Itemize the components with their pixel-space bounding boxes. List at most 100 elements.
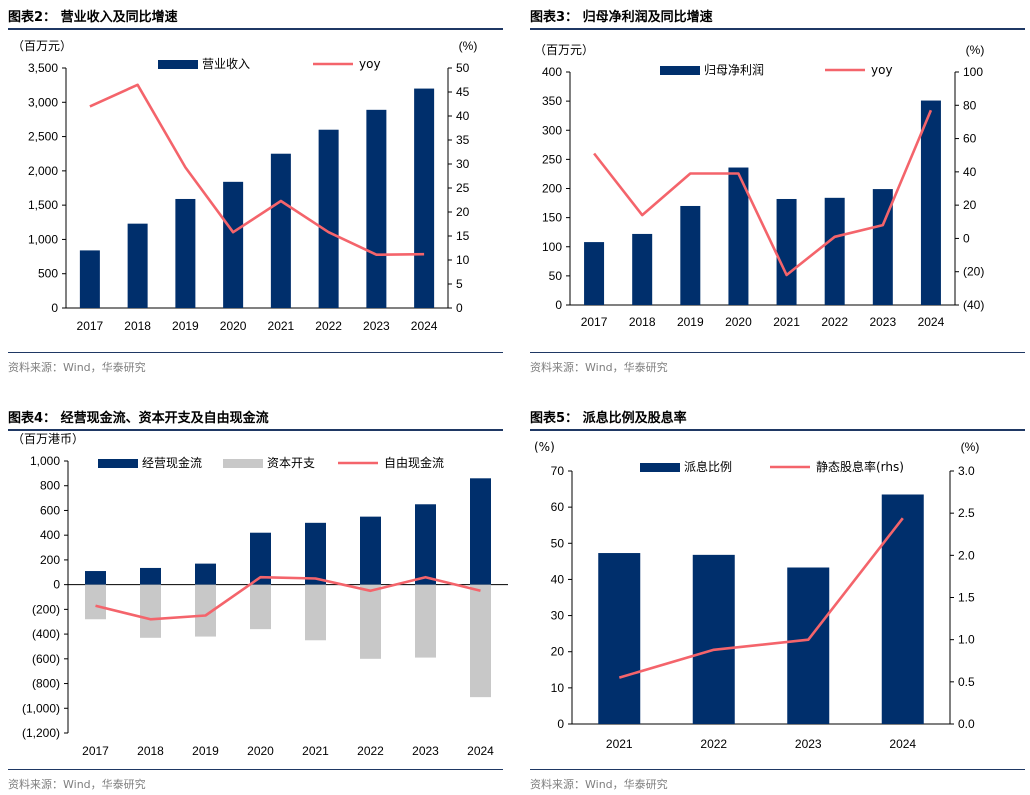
left-tick-label: 1,000 — [28, 232, 58, 246]
category-label: 2021 — [773, 315, 800, 329]
bar-资本开支-2022 — [360, 584, 381, 659]
left-tick-label: 1,500 — [28, 198, 58, 212]
left-unit-label: (%) — [534, 440, 555, 454]
bar-资本开支-2020 — [250, 584, 271, 630]
left-tick-label: 1,000 — [30, 454, 60, 468]
title-rule — [8, 429, 503, 431]
category-label: 2021 — [606, 737, 633, 751]
category-label: 2017 — [77, 319, 104, 333]
chart-panel-cash-flow: 图表4： 经营现金流、资本开支及自由现金流 (1,200) (1,000) (800… — [8, 403, 508, 795]
category-label: 2018 — [629, 315, 656, 329]
right-unit-label: (%) — [961, 440, 980, 454]
left-unit-label: （百万元） — [534, 43, 594, 57]
right-tick-label: 80 — [963, 98, 977, 112]
left-tick-label: 100 — [542, 240, 562, 254]
right-tick-label: (20) — [963, 265, 984, 279]
bar-营业收入-2023 — [366, 109, 387, 308]
category-label: 2018 — [124, 319, 151, 333]
bar-营业收入-2018 — [127, 223, 148, 308]
category-label: 2023 — [412, 744, 439, 758]
category-label: 2023 — [869, 315, 896, 329]
category-label: 2023 — [363, 319, 390, 333]
right-tick-label: 1.0 — [958, 633, 975, 647]
dividend-chart: 0 10 20 30 40 50 60 70 (%) 0.0 0.5 1.0 1.5 2.0 2.5 3.0 (… — [534, 440, 980, 751]
category-label: 2022 — [700, 737, 727, 751]
left-tick-label: (200) — [32, 602, 60, 616]
category-label: 2024 — [467, 744, 494, 758]
bar-归母净利润-2022 — [824, 197, 845, 305]
source-note: 资料来源：Wind，华泰研究 — [8, 361, 146, 374]
right-tick-label: 100 — [963, 65, 983, 79]
category-label: 2024 — [889, 737, 916, 751]
category-label: 2020 — [247, 744, 274, 758]
left-tick-label: 2,500 — [28, 130, 58, 144]
bar-派息比例-2022 — [692, 554, 735, 724]
left-tick-label: 200 — [40, 553, 60, 567]
right-tick-label: 2.0 — [958, 548, 975, 562]
left-tick-label: 3,000 — [28, 95, 58, 109]
left-tick-label: 200 — [542, 182, 562, 196]
legend-swatch-经营现金流 — [98, 459, 138, 468]
right-tick-label: 50 — [456, 61, 470, 75]
legend-swatch-营业收入 — [158, 60, 198, 69]
left-tick-label: (1,200) — [22, 726, 60, 740]
legend-label: 自由现金流 — [384, 455, 444, 470]
category-label: 2019 — [677, 315, 704, 329]
bar-归母净利润-2020 — [728, 167, 749, 305]
right-tick-label: 0 — [456, 301, 463, 315]
left-tick-label: 800 — [40, 479, 60, 493]
bar-归母净利润-2023 — [872, 189, 893, 305]
bar-资本开支-2019 — [195, 584, 216, 637]
right-tick-label: 5 — [456, 277, 463, 291]
right-tick-label: 40 — [963, 165, 977, 179]
left-tick-label: 500 — [38, 267, 58, 281]
left-tick-label: 300 — [542, 123, 562, 137]
left-tick-label: 50 — [551, 536, 565, 550]
bar-经营现金流-2023 — [415, 504, 436, 585]
line-自由现金流 — [95, 575, 481, 621]
chart-title: 图表4： 经营现金流、资本开支及自由现金流 — [8, 411, 269, 426]
bar-派息比例-2024 — [881, 494, 924, 724]
left-tick-label: 600 — [40, 503, 60, 517]
bar-资本开支-2024 — [470, 584, 491, 698]
bar-资本开支-2021 — [305, 584, 326, 641]
left-tick-label: 30 — [551, 609, 565, 623]
category-label: 2017 — [82, 744, 109, 758]
bar-经营现金流-2020 — [250, 532, 271, 585]
title-rule — [530, 429, 1025, 431]
legend-label: yoy — [359, 57, 381, 71]
chart-title: 图表2： 营业收入及同比增速 — [8, 10, 178, 25]
category-label: 2024 — [918, 315, 945, 329]
right-tick-label: 20 — [963, 198, 977, 212]
category-label: 2021 — [302, 744, 329, 758]
bar-经营现金流-2024 — [470, 478, 491, 585]
left-tick-label: (400) — [32, 627, 60, 641]
category-label: 2024 — [411, 319, 438, 333]
bar-派息比例-2023 — [787, 567, 830, 724]
right-tick-label: 0.0 — [958, 717, 975, 731]
bar-经营现金流-2019 — [195, 563, 216, 585]
category-label: 2022 — [357, 744, 384, 758]
legend-label: yoy — [871, 63, 893, 77]
title-rule — [530, 28, 1025, 30]
bar-营业收入-2022 — [318, 129, 339, 308]
line-yoy — [89, 83, 425, 256]
right-tick-label: 30 — [456, 157, 470, 171]
category-label: 2018 — [137, 744, 164, 758]
right-tick-label: 10 — [456, 253, 470, 267]
bar-营业收入-2020 — [223, 181, 244, 308]
bar-经营现金流-2017 — [85, 571, 106, 585]
right-tick-label: 60 — [963, 132, 977, 146]
category-label: 2022 — [315, 319, 342, 333]
left-unit-label: （百万元） — [12, 39, 72, 53]
right-unit-label: (%) — [966, 43, 985, 57]
left-tick-label: (800) — [32, 677, 60, 691]
bar-营业收入-2021 — [270, 153, 291, 308]
legend-swatch-派息比例 — [640, 463, 680, 472]
legend-label: 经营现金流 — [142, 455, 202, 470]
source-rule — [530, 352, 1025, 353]
right-tick-label: 35 — [456, 133, 470, 147]
bar-经营现金流-2022 — [360, 516, 381, 585]
bar-归母净利润-2017 — [584, 242, 605, 305]
left-tick-label: 50 — [549, 269, 563, 283]
